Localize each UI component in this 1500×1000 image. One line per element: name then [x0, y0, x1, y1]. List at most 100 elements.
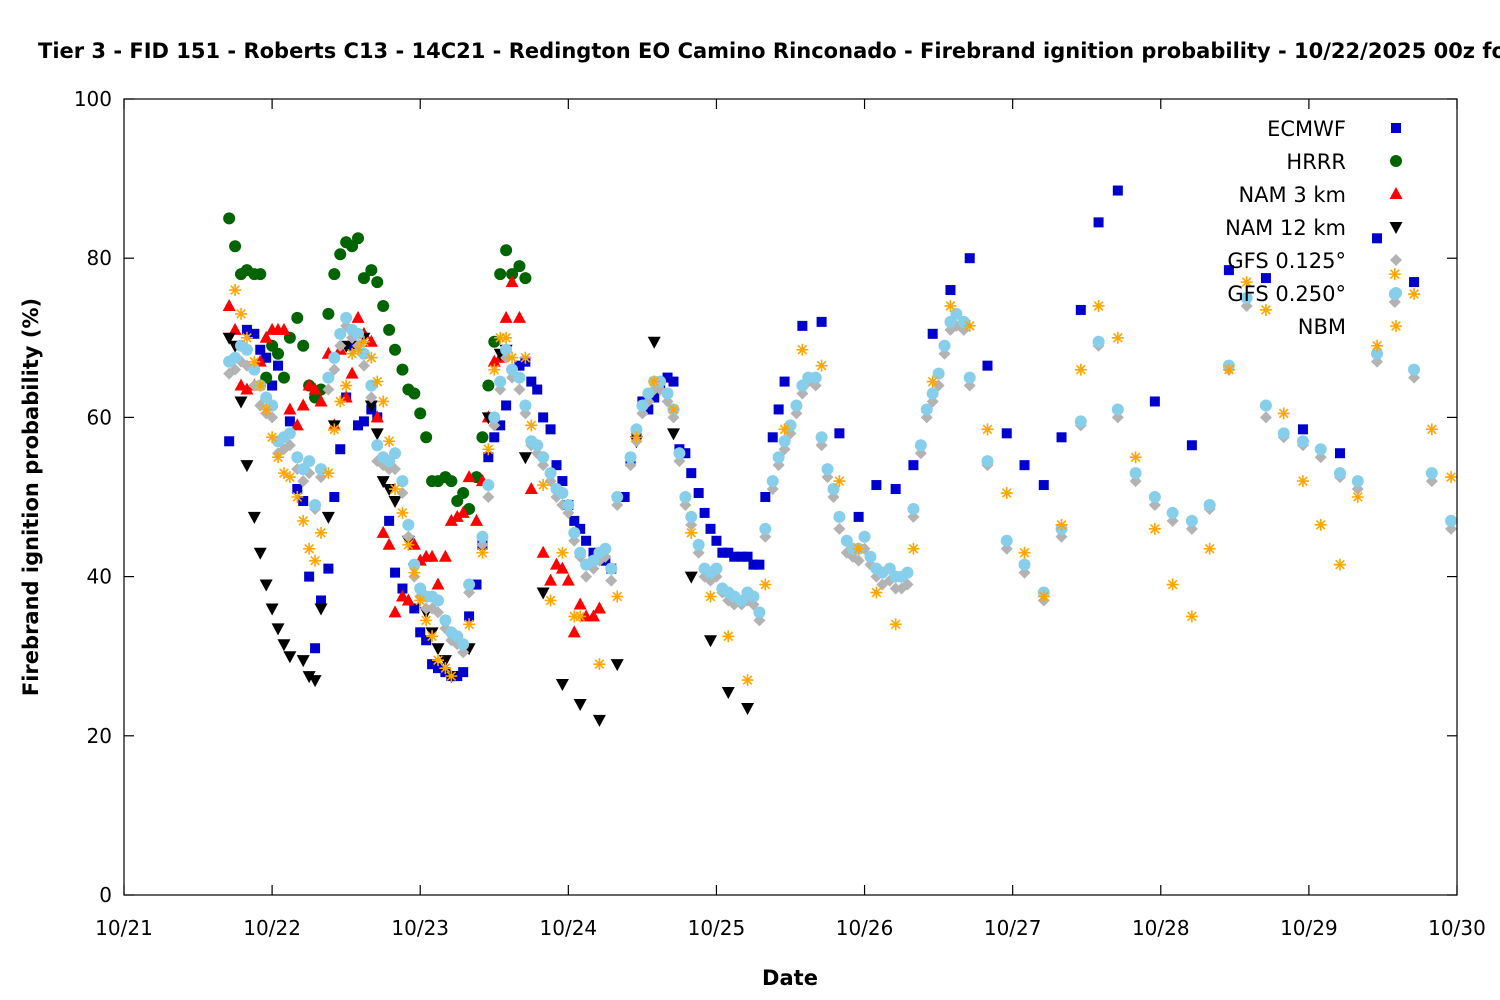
- data-point: [501, 400, 512, 411]
- y-axis-label: Firebrand ignition probability (%): [19, 298, 43, 696]
- data-point: [932, 367, 945, 380]
- data-point: [402, 518, 415, 531]
- data-point: [396, 475, 409, 488]
- data-point: [950, 307, 963, 320]
- data-point: [296, 398, 310, 411]
- legend-label: NAM 3 km: [1238, 183, 1346, 207]
- data-point: [519, 272, 532, 285]
- data-point: [322, 371, 335, 384]
- data-point: [963, 319, 976, 332]
- data-point: [938, 339, 951, 352]
- data-point: [668, 376, 679, 387]
- data-point: [308, 382, 322, 395]
- data-point: [531, 439, 544, 452]
- data-point: [643, 404, 654, 415]
- legend-marker: [1390, 155, 1402, 167]
- legend-marker: [1389, 222, 1403, 234]
- data-point: [624, 451, 637, 464]
- data-point: [265, 603, 279, 616]
- data-point: [229, 351, 242, 364]
- data-point: [1166, 578, 1179, 591]
- data-point: [742, 551, 753, 562]
- data-point: [684, 571, 698, 584]
- data-point: [396, 363, 409, 376]
- data-point: [364, 400, 378, 413]
- data-point: [267, 380, 278, 391]
- legend-label: GFS 0.125°: [1227, 249, 1346, 273]
- data-point: [396, 506, 409, 519]
- data-point: [666, 428, 680, 441]
- data-point: [573, 698, 587, 711]
- data-point: [388, 495, 402, 508]
- data-point: [561, 573, 575, 586]
- data-point: [1314, 443, 1327, 456]
- data-point: [524, 482, 538, 495]
- data-point: [981, 423, 994, 436]
- data-point: [223, 212, 236, 225]
- data-point: [536, 545, 550, 558]
- data-point: [500, 244, 513, 257]
- data-point: [1223, 265, 1234, 276]
- data-point: [494, 375, 507, 388]
- data-point: [1111, 331, 1124, 344]
- data-point: [797, 320, 808, 331]
- data-point: [297, 339, 310, 352]
- data-point: [298, 495, 309, 506]
- data-point: [1112, 185, 1123, 196]
- data-point: [1111, 403, 1124, 416]
- data-point: [1240, 292, 1253, 304]
- data-point: [944, 299, 957, 312]
- data-point: [1425, 467, 1438, 480]
- data-point: [580, 570, 593, 583]
- data-point: [371, 375, 384, 388]
- data-point: [371, 276, 384, 289]
- data-point: [438, 655, 452, 668]
- data-point: [370, 428, 384, 441]
- data-point: [754, 559, 765, 570]
- data-point: [519, 351, 532, 364]
- data-point: [476, 546, 489, 559]
- data-point: [505, 275, 519, 288]
- data-point: [427, 659, 438, 670]
- data-point: [649, 392, 660, 403]
- data-point: [568, 526, 581, 539]
- data-point: [371, 439, 384, 452]
- data-point: [249, 328, 260, 339]
- data-point: [291, 491, 304, 503]
- data-point: [365, 379, 378, 392]
- data-point: [545, 424, 556, 435]
- data-point: [1186, 440, 1197, 451]
- x-tick-label: 10/25: [688, 916, 746, 940]
- data-point: [871, 480, 882, 491]
- data-point: [382, 537, 396, 550]
- data-point: [357, 347, 370, 360]
- data-point: [255, 344, 266, 355]
- data-point: [408, 558, 421, 571]
- data-point: [291, 311, 304, 324]
- data-point: [297, 475, 310, 488]
- data-point: [544, 573, 558, 586]
- data-point: [471, 579, 482, 590]
- data-point: [482, 479, 495, 492]
- data-point: [241, 324, 252, 335]
- data-point: [365, 351, 378, 364]
- data-point: [901, 566, 914, 579]
- data-point: [303, 542, 316, 555]
- data-point: [388, 605, 402, 618]
- x-tick-label: 10/28: [1132, 916, 1190, 940]
- data-point: [619, 492, 630, 502]
- data-point: [1372, 233, 1383, 244]
- data-point: [784, 419, 797, 432]
- data-point: [778, 423, 791, 436]
- data-point: [567, 625, 581, 638]
- data-point: [266, 431, 279, 444]
- data-point: [574, 610, 587, 623]
- data-point: [377, 299, 390, 312]
- data-point: [556, 487, 569, 500]
- data-point: [340, 311, 353, 324]
- data-point: [377, 395, 390, 408]
- data-point: [692, 538, 705, 551]
- data-point: [271, 623, 285, 636]
- y-tick-label: 40: [87, 565, 112, 589]
- data-point: [858, 530, 871, 543]
